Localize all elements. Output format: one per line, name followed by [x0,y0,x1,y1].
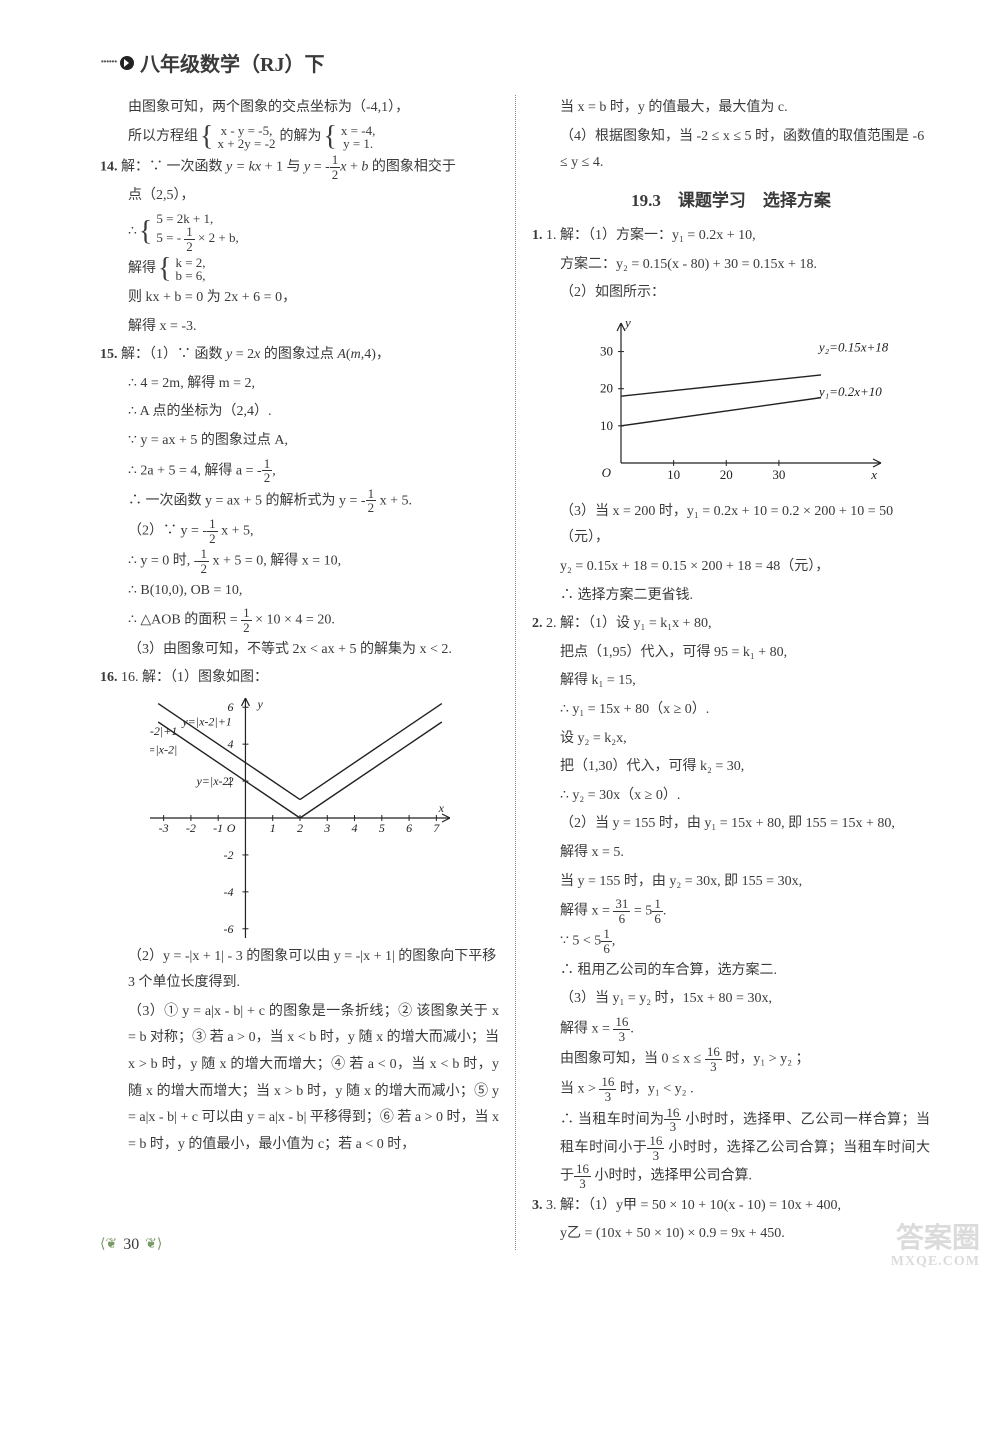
svg-text:3: 3 [323,821,330,835]
watermark-small: MXQE.COM [891,1254,980,1269]
svg-text:20: 20 [600,381,613,396]
svg-text:-2: -2 [223,848,233,862]
q15-l5: ∴ 一次函数 y = ax + 5 的解析式为 y = -12 x + 5. [100,487,499,515]
r1-l5: ∴ 选择方案二更省钱. [532,583,930,610]
svg-text:x: x [870,467,877,482]
svg-text:y₁=0.2x+10: y₁=0.2x+10 [817,384,882,399]
r2-l8: 解得 x = 5. [532,840,930,867]
svg-text:y=|x-2|+1: y=|x-2|+1 [181,714,231,728]
q15-l7: ∴ y = 0 时, -12 x + 5 = 0, 解得 x = 10, [100,547,499,575]
q14-sys: ∴ { 5 = 2k + 1, 5 = - 12 × 2 + b, [100,212,499,254]
q15-l2: ∴ A 点的坐标为（2,4）. [100,399,499,426]
r2-l13: （3）当 y₁ = y₂ 时，15x + 80 = 30x, [532,986,930,1013]
q15-l6: （2）∵ y = -12 x + 5, [100,517,499,545]
r2-l14: 解得 x = 163. [532,1015,930,1043]
svg-text:20: 20 [720,467,733,482]
svg-text:30: 30 [600,343,613,358]
q15-l4: ∴ 2a + 5 = 4, 解得 a = -12, [100,457,499,485]
r3-l1: y乙 = (10x + 50 × 10) × 0.9 = 9x + 450. [532,1221,930,1248]
r1-l1: 方案二：y₂ = 0.15(x - 80) + 30 = 0.15x + 18. [532,252,930,279]
q16-l1: （2）y = -|x + 1| - 3 的图象可以由 y = -|x + 1| … [100,944,499,997]
watermark: 答案圈 MXQE.COM [891,1224,980,1270]
svg-text:-2: -2 [185,821,195,835]
r2-l10: 解得 x = 316 = 516. [532,897,930,925]
svg-text:-4: -4 [223,885,233,899]
graph-q16: -3-2-11234567-6-4-2246Oxyy=|x-2|+1y=|x-2… [150,698,450,938]
q14-l1: 点（2,5）， [100,183,499,210]
graph-19-3: 10 20 30 10 20 30 Ox y y₂=0.15x+18 y₁=0.2x+10 [571,313,891,493]
svg-text:O: O [602,465,612,480]
q15-l8: ∴ B(10,0), OB = 10, [100,578,499,605]
header-arrow-icon [120,56,134,70]
r2-l5: 把（1,30）代入，可得 k₂ = 30, [532,754,930,781]
svg-text:y=|x-2|: y=|x-2| [195,773,231,787]
page-header: ······ 八年级数学（RJ）下 [100,48,930,77]
q15-lead: 15. 解：（1）∵ 函数 y = 2x 的图象过点 A(m,4)， [100,342,499,369]
svg-text:-3: -3 [158,821,168,835]
svg-text:6: 6 [227,700,233,714]
page-number-value: 30 [123,1236,139,1254]
header-dots: ······ [100,55,116,71]
svg-text:4: 4 [351,821,357,835]
r2-l7: （2）当 y = 155 时，由 y₁ = 15x + 80, 即 155 = … [532,811,930,838]
q15-l10: （3）由图象可知，不等式 2x < ax + 5 的解集为 x < 2. [100,637,499,664]
r2-l17: ∴ 当租车时间为163 小时时，选择甲、乙公司一样合算；当租车时间小于163 小… [532,1106,930,1191]
svg-text:7: 7 [433,821,440,835]
svg-text:-1: -1 [213,821,223,835]
q15-l9: ∴ △AOB 的面积 = 12 × 10 × 4 = 20. [100,606,499,634]
watermark-big: 答案圈 [891,1224,980,1255]
svg-text:x: x [437,801,444,815]
r2-l4: 设 y₂ = k₂x, [532,726,930,753]
r1-l2: （2）如图所示： [532,280,930,307]
r2-l16: 当 x > 163 时，y₁ < y₂ . [532,1075,930,1103]
left-column: 由图象可知，两个图象的交点坐标为（-4,1）， 所以方程组 { x - y = … [100,95,515,1250]
cont16-l1: （4）根据图象知，当 -2 ≤ x ≤ 5 时，函数值的取值范围是 -6 ≤ y… [532,124,930,177]
section-19-3-title: 19.3 课题学习 选择方案 [532,185,930,217]
svg-text:y: y [256,698,263,711]
svg-text:5: 5 [378,821,384,835]
svg-text:-6: -6 [223,921,233,935]
r2-l3: ∴ y₁ = 15x + 80（x ≥ 0）. [532,697,930,724]
r1-lead: 1. 1. 解：（1）方案一：y₁ = 0.2x + 10, [532,223,930,250]
r3-lead: 3. 3. 解：（1）y甲 = 50 × 10 + 10(x - 10) = 1… [532,1193,930,1220]
r2-lead: 2. 2. 解：（1）设 y₁ = k₁x + 80, [532,611,930,638]
q14-lead: 14. 解：∵ 一次函数 y = kx + 1 与 y = -12x + b 的… [100,153,499,181]
svg-text:O: O [226,821,235,835]
q16-l2: （3）① y = a|x - b| + c 的图象是一条折线；② 该图象关于 x… [100,999,499,1159]
q15-l1: ∴ 4 = 2m, 解得 m = 2, [100,371,499,398]
r2-l6: ∴ y₂ = 30x（x ≥ 0）. [532,783,930,810]
q16-lead: 16. 16. 解：（1）图象如图： [100,665,499,692]
pre14-line-1: 所以方程组 { x - y = -5,x + 2y = -2 的解为 { x =… [100,124,499,151]
ornament-left-icon: ⟨❦ [100,1236,117,1253]
r2-l2: 解得 k₁ = 15, [532,668,930,695]
r1-l4: y₂ = 0.15x + 18 = 0.15 × 200 + 18 = 48（元… [532,554,930,581]
right-column: 当 x = b 时，y 的值最大，最大值为 c. （4）根据图象知，当 -2 ≤… [515,95,930,1250]
svg-text:y: y [623,315,631,330]
svg-text:4: 4 [227,737,233,751]
svg-text:2: 2 [297,821,303,835]
svg-text:1: 1 [269,821,275,835]
r2-l11: ∵ 5 < 516, [532,927,930,955]
svg-text:30: 30 [772,467,785,482]
q14-l5: 解得 x = -3. [100,314,499,341]
r2-l9: 当 y = 155 时，由 y₂ = 30x, 即 155 = 30x, [532,869,930,896]
q14-l4: 则 kx + b = 0 为 2x + 6 = 0， [100,285,499,312]
r2-l12: ∴ 租用乙公司的车合算，选方案二. [532,958,930,985]
r2-l15: 由图象可知，当 0 ≤ x ≤ 163 时，y₁ > y₂ ； [532,1045,930,1073]
svg-text:6: 6 [406,821,412,835]
q14-solve: 解得{ k = 2, b = 6, [100,256,499,283]
svg-text:10: 10 [600,418,613,433]
page-number: ⟨❦ 30 ❦⟩ [100,1236,162,1254]
r1-l3: （3）当 x = 200 时，y₁ = 0.2x + 10 = 0.2 × 20… [532,499,930,552]
header-title: 八年级数学（RJ）下 [140,48,324,77]
svg-text:y=|x-2|: y=|x-2| [150,742,177,756]
svg-text:10: 10 [667,467,680,482]
cont16-l0: 当 x = b 时，y 的值最大，最大值为 c. [532,95,930,122]
r2-l1: 把点（1,95）代入，可得 95 = k₁ + 80, [532,640,930,667]
pre14-line-0: 由图象可知，两个图象的交点坐标为（-4,1）， [100,95,499,122]
svg-text:y₂=0.15x+18: y₂=0.15x+18 [817,339,889,354]
q15-l3: ∵ y = ax + 5 的图象过点 A, [100,428,499,455]
ornament-right-icon: ❦⟩ [145,1236,162,1253]
